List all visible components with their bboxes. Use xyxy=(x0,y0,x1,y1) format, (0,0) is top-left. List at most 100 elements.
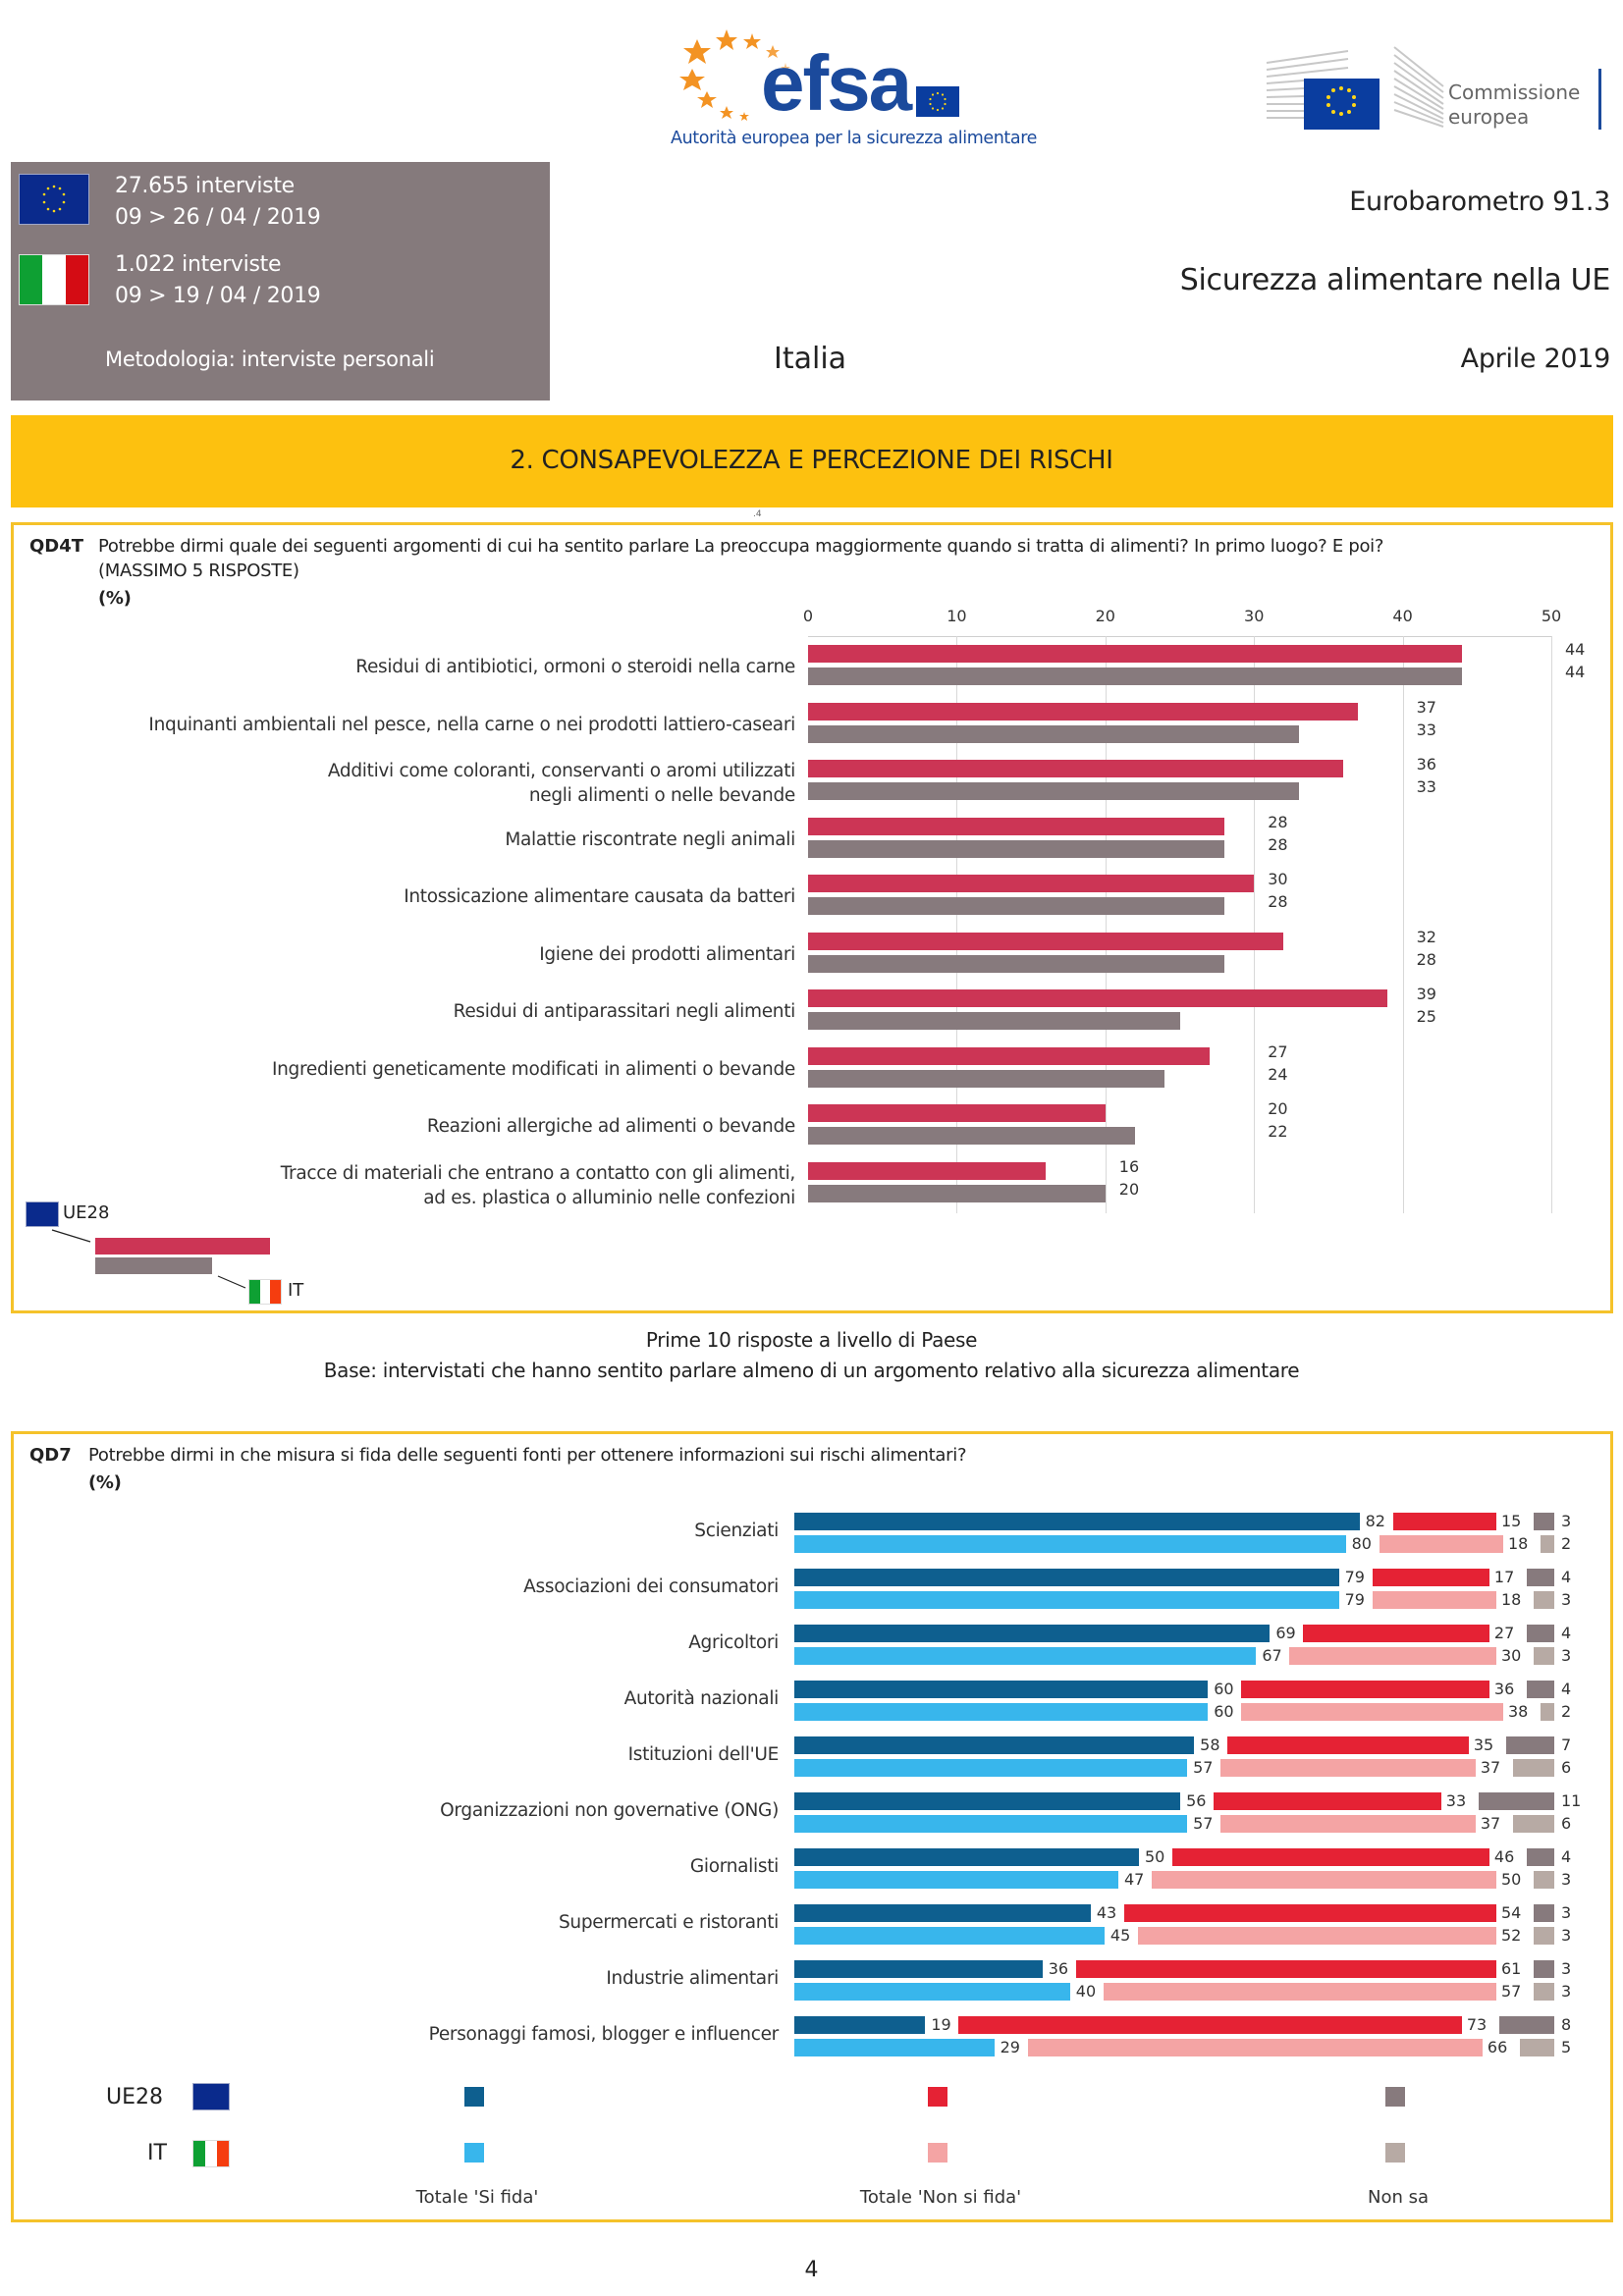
qd7-category-label: Industrie alimentari xyxy=(606,1968,779,1989)
qd7-value-distrust: 17 xyxy=(1493,1568,1515,1586)
qd7-value-dont-know: 6 xyxy=(1561,1758,1572,1777)
it-dates: 09 > 19 / 04 / 2019 xyxy=(115,284,321,308)
qd7-category-label: Organizzazioni non governative (ONG) xyxy=(440,1800,779,1821)
qd7-bar-dont-know xyxy=(1526,1681,1554,1698)
qd7-bar-trust xyxy=(794,1569,1339,1586)
qd7-panel xyxy=(11,1431,1613,2222)
qd7-bar-trust xyxy=(794,1647,1257,1665)
qd4t-footnote-top10: Prime 10 risposte a livello di Paese xyxy=(645,1328,978,1352)
qd4t-value-label: 28 xyxy=(1268,812,1288,831)
qd4t-gridline xyxy=(1105,636,1107,1213)
qd4t-category-label: Residui di antibiotici, ormoni o steroid… xyxy=(355,655,795,679)
qd7-value-distrust: 37 xyxy=(1480,1814,1501,1833)
qd7-value-distrust: 46 xyxy=(1493,1847,1515,1866)
qd4t-axis-line xyxy=(808,636,1551,637)
qd7-bar-distrust xyxy=(1227,1736,1469,1754)
qd4t-category-label: Reazioni allergiche ad alimenti o bevand… xyxy=(427,1114,795,1139)
qd7-bar-distrust xyxy=(1241,1681,1489,1698)
qd7-bar-trust xyxy=(794,1815,1188,1833)
qd4t-gridline xyxy=(1254,636,1256,1213)
qd7-value-trust: 45 xyxy=(1109,1926,1131,1945)
qd7-value-trust: 29 xyxy=(1000,2038,1020,2056)
qd4t-value-label: 24 xyxy=(1268,1064,1288,1084)
qd7-value-distrust: 36 xyxy=(1493,1680,1515,1698)
qd7-bar-distrust xyxy=(1392,1513,1496,1530)
qd4t-value-label: 36 xyxy=(1416,755,1436,774)
qd7-bar-distrust xyxy=(1241,1703,1503,1721)
qd7-bar-dont-know xyxy=(1533,1647,1554,1665)
qd7-bar-distrust xyxy=(1220,1815,1476,1833)
qd7-bar-distrust xyxy=(1151,1871,1496,1889)
qd7-value-trust: 58 xyxy=(1200,1735,1220,1754)
it-flag-icon xyxy=(248,1279,282,1305)
qd7-bar-trust xyxy=(794,2039,995,2056)
qd7-bar-dont-know xyxy=(1498,2016,1554,2034)
qd7-bar-distrust xyxy=(1289,1647,1496,1665)
qd4t-question: Potrebbe dirmi quale dei seguenti argome… xyxy=(98,536,1384,557)
efsa-wordmark: efsa xyxy=(761,39,912,127)
survey-info-panel: 27.655 interviste 09 > 26 / 04 / 2019 1.… xyxy=(11,162,550,400)
qd7-value-distrust: 15 xyxy=(1500,1512,1522,1530)
legend-swatch-trust-it xyxy=(464,2143,484,2163)
qd7-bar-trust xyxy=(794,1960,1043,1978)
qd4t-value-label: 22 xyxy=(1268,1122,1288,1141)
qd4t-legend-swatch-eu xyxy=(95,1238,270,1255)
qd4t-legend-swatch-it xyxy=(95,1257,212,1274)
qd7-bar-distrust xyxy=(1027,2039,1483,2056)
qd7-bar-distrust xyxy=(958,2016,1462,2034)
qd7-bar-distrust xyxy=(1172,1848,1489,1866)
qd4t-category-label: Tracce di materiali che entrano a contat… xyxy=(281,1161,796,1210)
qd4t-value-label: 28 xyxy=(1416,949,1436,969)
qd4t-gridline xyxy=(956,636,958,1213)
qd7-bar-dont-know xyxy=(1533,1513,1554,1530)
efsa-stars-icon xyxy=(679,29,790,121)
qd4t-tick-label: 40 xyxy=(1392,607,1413,625)
page-number: 4 xyxy=(804,2258,819,2282)
qd7-category-label: Associazioni dei consumatori xyxy=(523,1576,779,1597)
qd7-value-distrust: 33 xyxy=(1445,1791,1467,1810)
qd7-bar-distrust xyxy=(1075,1960,1496,1978)
qd7-bar-trust xyxy=(794,1591,1339,1609)
qd7-category-label: Agricoltori xyxy=(688,1632,779,1653)
qd7-value-trust: 57 xyxy=(1193,1758,1214,1777)
qd4t-category-label-line: negli alimenti o nelle bevande xyxy=(528,785,795,806)
qd4t-value-label: 27 xyxy=(1268,1041,1288,1061)
qd7-value-dont-know: 3 xyxy=(1561,1590,1572,1609)
qd7-bar-dont-know xyxy=(1533,1960,1554,1978)
qd7-value-dont-know: 4 xyxy=(1561,1568,1572,1586)
qd4t-tick-label: 30 xyxy=(1244,607,1265,625)
qd7-bar-trust xyxy=(794,1535,1346,1553)
qd7-value-dont-know: 3 xyxy=(1561,1959,1572,1978)
qd7-bar-trust xyxy=(794,1927,1105,1945)
qd7-bar-dont-know xyxy=(1533,1591,1554,1609)
qd4t-category-label-line: Malattie riscontrate negli animali xyxy=(505,828,795,850)
legend-swatch-distrust-eu xyxy=(928,2087,947,2107)
qd7-value-dont-know: 4 xyxy=(1561,1847,1572,1866)
qd4t-category-label-line: Residui di antiparassitari negli aliment… xyxy=(453,1001,796,1022)
qd7-bar-distrust xyxy=(1379,1535,1503,1553)
qd7-value-trust: 43 xyxy=(1096,1903,1117,1922)
qd4t-category-label: Additivi come coloranti, conservanti o a… xyxy=(328,759,795,808)
qd7-value-dont-know: 7 xyxy=(1561,1735,1572,1754)
qd4t-bar-it xyxy=(808,667,1463,685)
eu-dates: 09 > 26 / 04 / 2019 xyxy=(115,205,321,230)
qd7-value-trust: 36 xyxy=(1048,1959,1069,1978)
qd4t-category-label-line: Intossicazione alimentare causata da bat… xyxy=(404,886,795,907)
european-commission-name: Commissione europea xyxy=(1448,80,1580,130)
qd4t-tick-label: 10 xyxy=(947,607,967,625)
qd7-value-dont-know: 8 xyxy=(1561,2015,1572,2034)
qd7-value-trust: 56 xyxy=(1186,1791,1207,1810)
qd7-bar-trust xyxy=(794,1792,1181,1810)
qd4t-legend-eu: UE28 xyxy=(63,1202,110,1223)
qd7-category-label: Giornalisti xyxy=(689,1856,779,1877)
qd4t-value-label: 30 xyxy=(1268,870,1288,888)
legend-swatch-distrust-it xyxy=(928,2143,947,2163)
qd7-bar-distrust xyxy=(1137,1927,1496,1945)
qd7-bar-distrust xyxy=(1372,1569,1489,1586)
qd7-value-trust: 67 xyxy=(1262,1646,1282,1665)
qd7-value-trust: 69 xyxy=(1275,1624,1296,1642)
qd7-value-distrust: 18 xyxy=(1500,1590,1522,1609)
qd7-bar-dont-know xyxy=(1533,1904,1554,1922)
qd7-unit: (%) xyxy=(88,1472,122,1493)
qd7-bar-trust xyxy=(794,1983,1070,2001)
